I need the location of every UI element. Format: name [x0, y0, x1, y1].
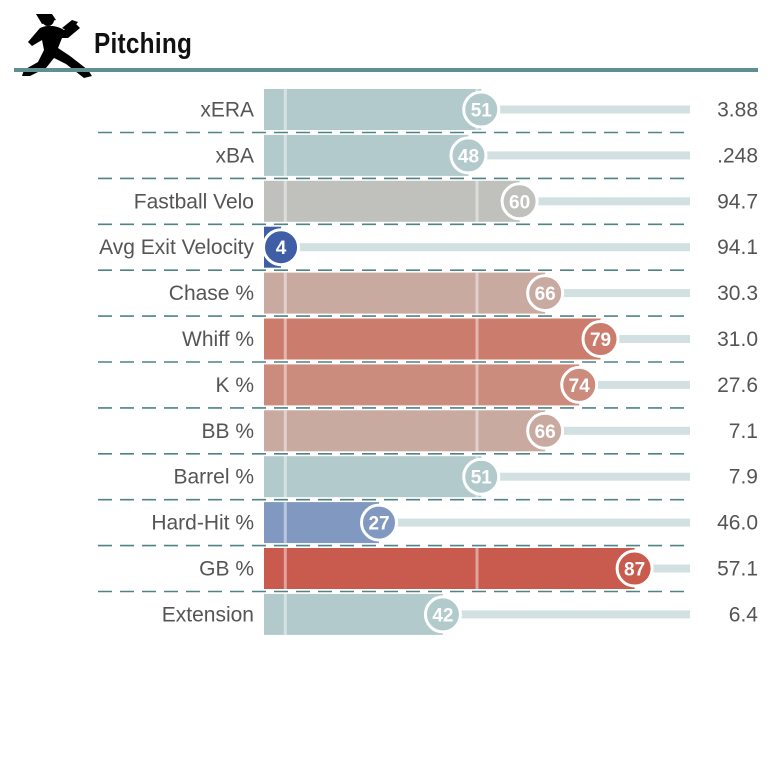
percentile-marker — [262, 228, 301, 267]
percentile-marker — [360, 503, 399, 542]
percentile-marker — [581, 320, 620, 358]
metric-label: Barrel % — [173, 466, 254, 489]
percentile-marker — [615, 549, 654, 588]
header-rule — [14, 68, 758, 72]
percentile-label: 51 — [471, 468, 493, 489]
metric-label: BB % — [201, 420, 254, 443]
percentile-bar — [264, 272, 546, 314]
percentile-label: 27 — [368, 514, 389, 535]
bar-track — [264, 518, 690, 527]
percentile-label: 48 — [458, 146, 479, 167]
percentile-marker — [526, 411, 565, 450]
percentile-bar — [264, 456, 482, 498]
percentile-label: 79 — [590, 330, 611, 351]
percentile-marker — [462, 457, 501, 496]
metric-label: Extension — [162, 603, 254, 626]
chart-title: Pitching — [94, 28, 193, 60]
percentile-marker — [462, 90, 501, 129]
bar-track — [264, 610, 690, 619]
percentile-label: 66 — [535, 284, 556, 305]
bar-track — [264, 243, 690, 252]
percentile-bar — [264, 410, 546, 452]
percentile-marker — [526, 274, 565, 313]
percentile-label: 51 — [471, 101, 493, 122]
percentile-bar — [264, 502, 380, 544]
percentile-label: 42 — [432, 605, 453, 626]
metric-label: Chase % — [169, 282, 254, 305]
metric-value: .248 — [717, 144, 758, 167]
metric-value: 3.88 — [717, 99, 758, 122]
percentile-label: 4 — [276, 238, 287, 259]
metric-value: 94.1 — [717, 236, 758, 259]
percentile-label: 60 — [509, 192, 530, 213]
chart-header: Pitching — [14, 8, 758, 78]
metric-value: 7.9 — [729, 466, 758, 489]
percentile-marker — [449, 136, 488, 175]
metric-label: Hard-Hit % — [151, 512, 254, 535]
percentile-label: 66 — [535, 422, 556, 443]
percentile-label: 87 — [624, 560, 645, 581]
metric-label: GB % — [199, 558, 254, 581]
percentile-bar — [264, 318, 601, 360]
percentile-bar — [264, 364, 580, 406]
percentile-bar — [264, 134, 469, 176]
metric-value: 31.0 — [717, 328, 758, 351]
percentile-marker — [500, 182, 539, 221]
percentile-bar — [264, 89, 482, 130]
metric-value: 94.7 — [717, 190, 758, 213]
percentile-bar — [264, 548, 635, 589]
percentile-bar — [264, 593, 443, 635]
metric-label: Fastball Velo — [134, 190, 254, 213]
metric-label: xBA — [215, 144, 254, 167]
metric-value: 27.6 — [717, 374, 758, 397]
percentile-bar — [264, 180, 520, 222]
metric-value: 30.3 — [717, 282, 758, 305]
percentile-marker — [560, 365, 599, 404]
metric-label: Avg Exit Velocity — [99, 236, 254, 259]
percentile-label: 74 — [569, 376, 591, 397]
pitcher-icon — [22, 14, 92, 78]
metric-label: Whiff % — [182, 328, 254, 351]
metric-label: K % — [215, 374, 254, 397]
metric-value: 46.0 — [717, 512, 758, 535]
metric-value: 57.1 — [717, 558, 758, 581]
metric-value: 7.1 — [729, 420, 758, 443]
percentile-marker — [423, 595, 462, 634]
metric-label: xERA — [200, 99, 254, 122]
metric-value: 6.4 — [729, 603, 759, 626]
